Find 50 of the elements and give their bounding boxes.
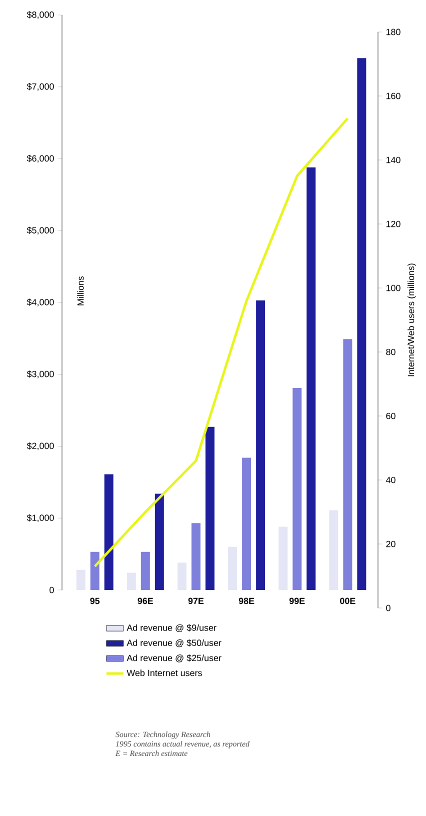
y-tick-label: $4,000 xyxy=(26,298,54,306)
y2-tick-label: 140 xyxy=(386,156,400,164)
bar xyxy=(228,546,238,590)
y2-tick-label: 40 xyxy=(386,476,396,484)
bar xyxy=(242,458,252,590)
line-series xyxy=(94,117,349,568)
bar xyxy=(177,562,186,590)
y-axis-title: Millions xyxy=(77,276,84,306)
y2-tick-label: 60 xyxy=(386,412,396,420)
legend-label: Ad revenue @ $25/user xyxy=(126,654,222,662)
bar xyxy=(191,523,200,590)
x-tick-label: 96E xyxy=(138,598,154,604)
legend-label: Ad revenue @ $9/user xyxy=(126,624,216,632)
y-tick-label: $3,000 xyxy=(26,370,54,378)
y-tick-label: 0 xyxy=(50,586,54,594)
bar xyxy=(90,552,100,590)
y2-axis-title: Internet/Web users (millions) xyxy=(408,264,416,376)
bar xyxy=(343,339,352,590)
bar xyxy=(357,58,366,590)
bar xyxy=(306,167,316,590)
y-tick-label: $7,000 xyxy=(26,82,54,91)
bar xyxy=(104,474,114,590)
x-tick-label: 97E xyxy=(188,598,204,604)
bar xyxy=(278,526,288,590)
y2-tick-label: 20 xyxy=(386,540,396,548)
bar xyxy=(256,300,266,590)
y-tick-label: $1,000 xyxy=(26,514,54,522)
y2-tick-label: 180 xyxy=(386,28,400,36)
bar xyxy=(140,552,150,590)
bar xyxy=(126,572,136,590)
y-tick-label: $5,000 xyxy=(26,226,54,235)
y2-tick-label: 120 xyxy=(386,220,400,228)
y2-tick-label: 100 xyxy=(386,284,400,292)
legend-label: Ad revenue @ $50/user xyxy=(126,639,222,648)
y2-tick-label: 0 xyxy=(386,604,390,612)
x-tick-label: 95 xyxy=(90,598,100,604)
bar xyxy=(329,510,338,590)
x-tick-label: 99E xyxy=(289,598,305,604)
x-tick-label: 00E xyxy=(340,598,356,604)
bar xyxy=(205,426,214,590)
y-tick-label: $8,000 xyxy=(26,11,54,19)
bar xyxy=(154,494,164,590)
y-tick-label: $6,000 xyxy=(26,154,54,163)
y-tick-label: $2,000 xyxy=(26,442,54,450)
y2-tick-label: 80 xyxy=(386,348,396,356)
y2-tick-label: 160 xyxy=(386,92,400,100)
bar xyxy=(76,570,86,590)
legend-label: Web Internet users xyxy=(126,670,202,676)
x-tick-label: 98E xyxy=(238,598,254,604)
bar xyxy=(292,388,302,590)
